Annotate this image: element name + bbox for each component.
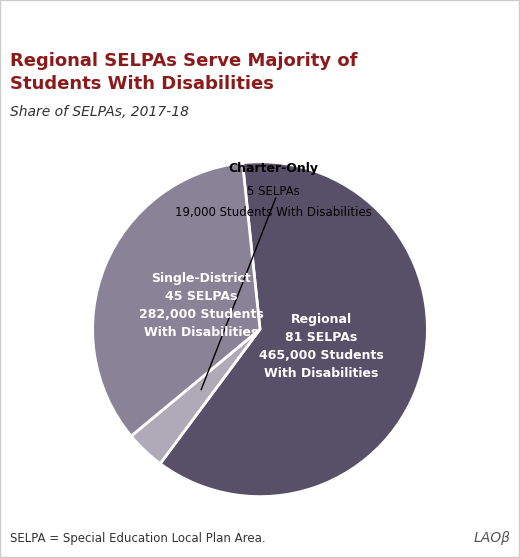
Text: Figure 4: Figure 4 [12, 14, 77, 28]
Text: 19,000 Students With Disabilities: 19,000 Students With Disabilities [175, 205, 372, 219]
Wedge shape [131, 329, 260, 464]
Text: Charter-Only: Charter-Only [228, 162, 318, 175]
Text: 5 SELPAs: 5 SELPAs [247, 185, 300, 199]
Text: LAOβ: LAOβ [474, 531, 511, 546]
Wedge shape [93, 163, 260, 436]
Text: Regional SELPAs Serve Majority of
Students With Disabilities: Regional SELPAs Serve Majority of Studen… [10, 52, 358, 93]
Text: SELPA = Special Education Local Plan Area.: SELPA = Special Education Local Plan Are… [10, 532, 266, 545]
Text: Regional
81 SELPAs
465,000 Students
With Disabilities: Regional 81 SELPAs 465,000 Students With… [259, 312, 384, 379]
Text: Single-District
45 SELPAs
282,000 Students
With Disabilities: Single-District 45 SELPAs 282,000 Studen… [139, 272, 264, 339]
Wedge shape [160, 162, 427, 497]
Text: Share of SELPAs, 2017-18: Share of SELPAs, 2017-18 [10, 105, 189, 119]
